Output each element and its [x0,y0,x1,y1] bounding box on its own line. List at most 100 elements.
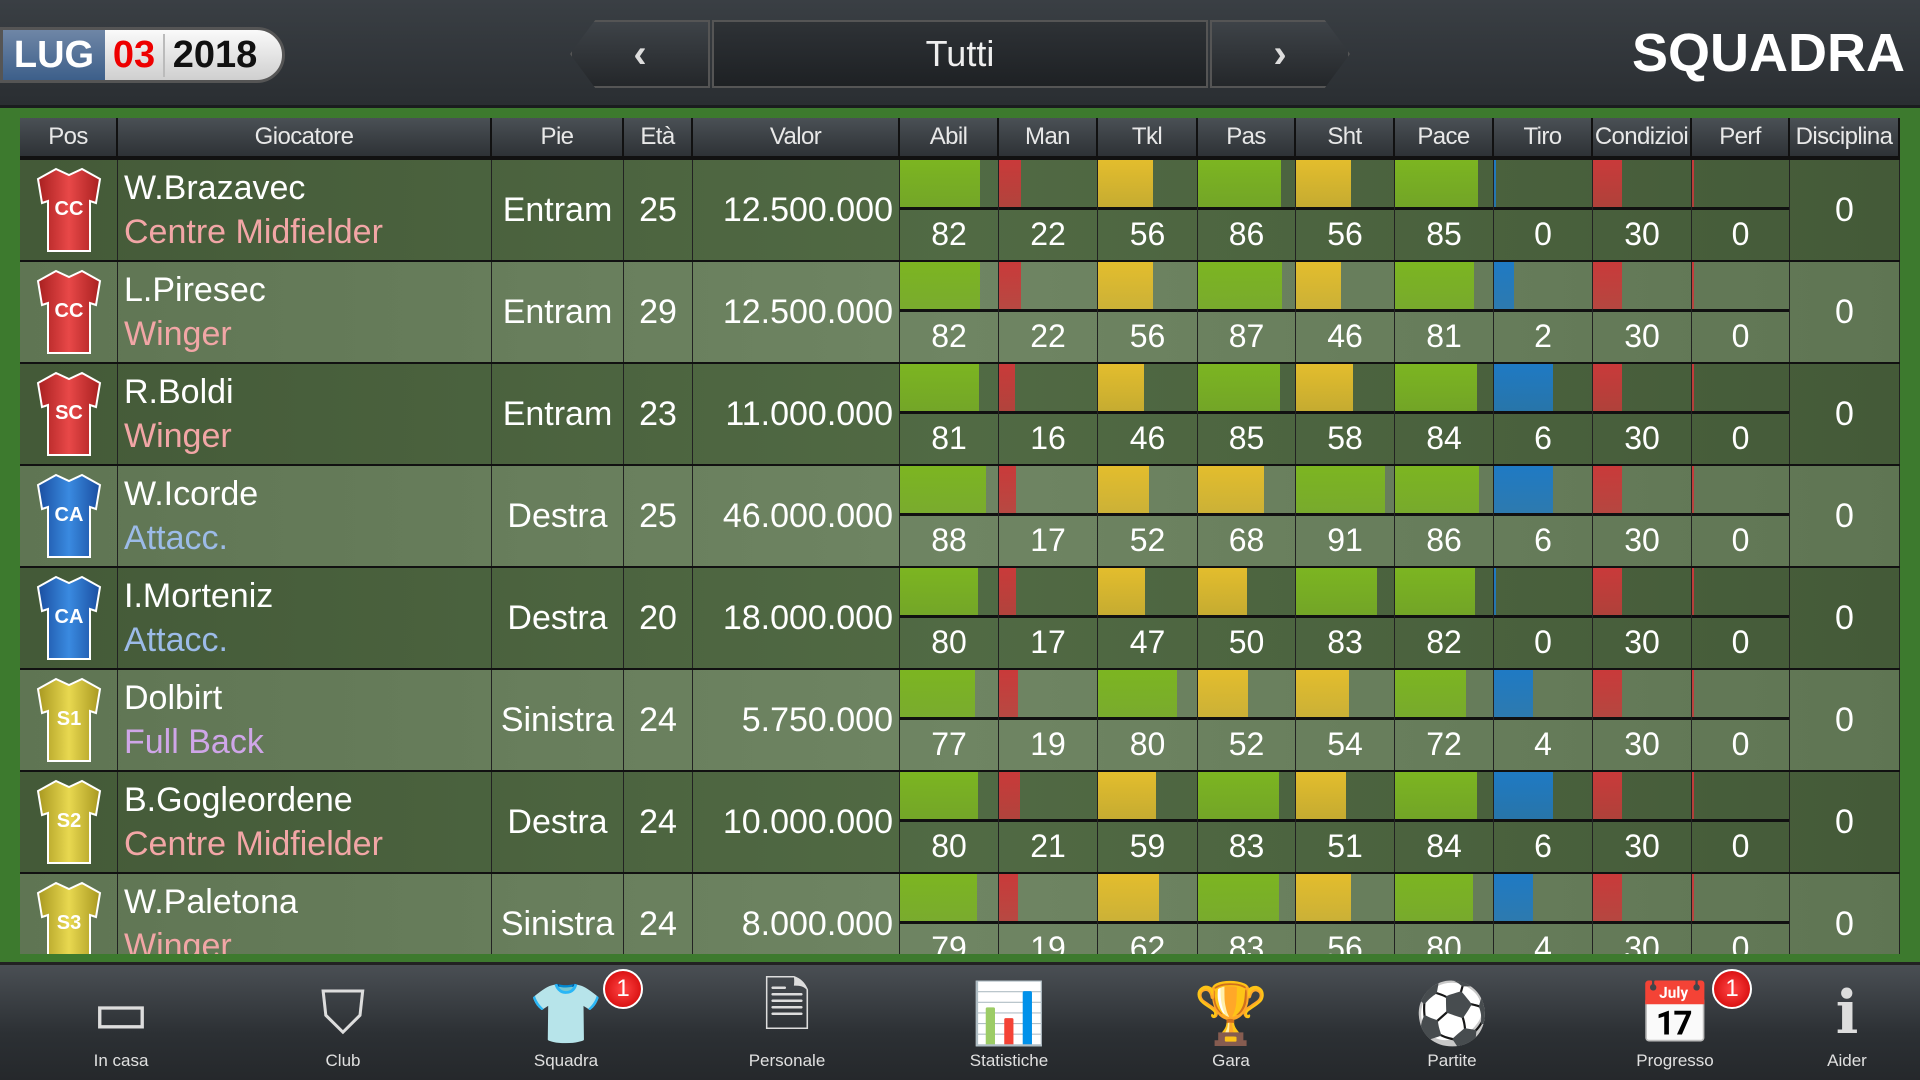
column-header-6[interactable]: Man [999,118,1098,156]
stat-value: 46 [1129,420,1166,456]
prev-filter-button[interactable]: ‹ [570,20,710,88]
stat-value: 30 [1624,420,1660,456]
player-name[interactable]: W.Brazavec [124,169,306,207]
bottom-nav: ▭ In casa ⛉ Club 👕 Squadra 1 🗎 Personale 📊 Statist… [0,962,1920,1080]
age-cell: 29 [624,262,693,362]
nav-label: Personale [748,1051,826,1070]
column-header-7[interactable]: Tkl [1098,118,1198,156]
column-header-11[interactable]: Tiro [1494,118,1593,156]
column-header-4[interactable]: Valor [693,118,900,156]
trophy-icon: 🏆 [1196,979,1266,1047]
player-name-cell[interactable]: L.Piresec Winger [118,262,492,362]
player-name[interactable]: W.Icorde [124,475,259,513]
discipline-cell: 0 [1790,568,1900,668]
stat-bar-fill [1296,262,1342,309]
player-name-cell[interactable]: I.Morteniz Attacc. [118,568,492,668]
player-name[interactable]: L.Piresec [124,271,266,309]
stat-cell-pas: 52 [1198,670,1296,770]
stat-bar [1198,568,1295,618]
nav-item-statistiche[interactable]: 📊 Statistiche [934,975,1084,1071]
stat-value: 80 [931,828,967,864]
position-label: S2 [56,810,80,832]
table-row[interactable]: S1 Dolbirt Full Back Sinistra 24 5.750.000 77 1… [20,670,1900,772]
stat-value: 30 [1624,930,1660,954]
stat-value: 30 [1624,726,1660,762]
player-name-cell[interactable]: B.Gogleordene Centre Midfielder [118,772,492,872]
value-cell: 8.000.000 [693,874,900,954]
table-row[interactable]: CA I.Morteniz Attacc. Destra 20 18.000.000 80 1… [20,568,1900,670]
table-row[interactable]: S2 B.Gogleordene Centre Midfielder Destra 24… [20,772,1900,874]
player-name[interactable]: B.Gogleordene [124,781,353,819]
nav-item-in-casa[interactable]: ▭ In casa [46,975,196,1071]
column-header-12[interactable]: Condizioi [1593,118,1692,156]
stat-bar [1098,874,1197,924]
value-cell: 46.000.000 [693,466,900,566]
player-name-cell[interactable]: Dolbirt Full Back [118,670,492,770]
stat-cell-tkl: 47 [1098,568,1198,668]
nav-item-gara[interactable]: 🏆 Gara [1156,975,1306,1071]
stat-bar [1395,364,1493,414]
player-name[interactable]: Dolbirt [124,679,223,717]
player-name-cell[interactable]: R.Boldi Winger [118,364,492,464]
stat-bar [1098,466,1197,516]
column-header-0[interactable]: Pos [20,118,118,156]
stat-value: 0 [1534,216,1552,252]
table-row[interactable]: CA W.Icorde Attacc. Destra 25 46.000.000 88 17 5… [20,466,1900,568]
player-role: Attacc. [124,519,228,557]
table-row[interactable]: CC W.Brazavec Centre Midfielder Entram 25 12.… [20,160,1900,262]
column-header-8[interactable]: Pas [1198,118,1296,156]
stat-bar [1692,160,1789,210]
stat-cell-tkl: 56 [1098,262,1198,362]
stat-value: 83 [1327,624,1363,660]
stat-bar [900,670,998,720]
stat-value: 30 [1624,624,1660,660]
column-header-10[interactable]: Pace [1395,118,1494,156]
next-filter-button[interactable]: › [1210,20,1350,88]
discipline-cell: 0 [1790,160,1900,260]
stat-value: 0 [1731,318,1750,354]
age-cell: 25 [624,466,693,566]
player-name-cell[interactable]: W.Icorde Attacc. [118,466,492,566]
position-cell: CA [20,466,118,566]
nav-item-aider[interactable]: i Aider [1772,975,1920,1071]
player-name-cell[interactable]: W.Brazavec Centre Midfielder [118,160,492,260]
filter-selector[interactable]: Tutti [712,20,1208,88]
stat-value: 82 [931,318,967,354]
stat-bar [1692,364,1789,414]
player-name[interactable]: I.Morteniz [124,577,274,615]
stat-cell-condizioi: 30 [1593,874,1692,954]
nav-item-club[interactable]: ⛉ Club [268,975,418,1071]
stat-bar-fill [1098,568,1145,615]
column-header-1[interactable]: Giocatore [118,118,492,156]
stat-bar-fill [1296,160,1351,207]
stat-bar-fill [900,874,978,921]
table-row[interactable]: SC R.Boldi Winger Entram 23 11.000.000 81 16 46 8… [20,364,1900,466]
stat-bar-fill [900,772,979,819]
table-row[interactable]: CC L.Piresec Winger Entram 29 12.500.000 82 22 5… [20,262,1900,364]
age-cell: 25 [624,160,693,260]
nav-item-partite[interactable]: ⚽ Partite [1377,975,1527,1071]
foot-cell: Destra [492,466,624,566]
column-header-3[interactable]: Età [624,118,693,156]
stat-bar [1593,772,1691,822]
column-header-2[interactable]: Pie [492,118,624,156]
nav-item-progresso[interactable]: 📅 Progresso 1 [1600,969,1752,1071]
date-day: 03 [105,33,165,77]
nav-item-squadra[interactable]: 👕 Squadra 1 [491,969,643,1071]
player-name[interactable]: W.Paletona [124,883,298,921]
position-cell: S3 [20,874,118,954]
column-header-5[interactable]: Abil [900,118,999,156]
table-row[interactable]: S3 W.Paletona Winger Sinistra 24 8.000.000 79 1… [20,874,1900,954]
stat-bar-fill [900,364,980,411]
player-name[interactable]: R.Boldi [124,373,234,411]
column-header-14[interactable]: Disciplina [1790,118,1900,156]
foot-cell: Entram [492,160,624,260]
stat-bar [1692,466,1789,516]
column-header-13[interactable]: Perf [1692,118,1790,156]
position-label: CC [54,300,83,322]
column-header-9[interactable]: Sht [1296,118,1395,156]
nav-item-personale[interactable]: 🗎 Personale [712,975,862,1071]
player-name-cell[interactable]: W.Paletona Winger [118,874,492,954]
stat-value: 58 [1327,420,1363,456]
stat-bar [1198,364,1295,414]
